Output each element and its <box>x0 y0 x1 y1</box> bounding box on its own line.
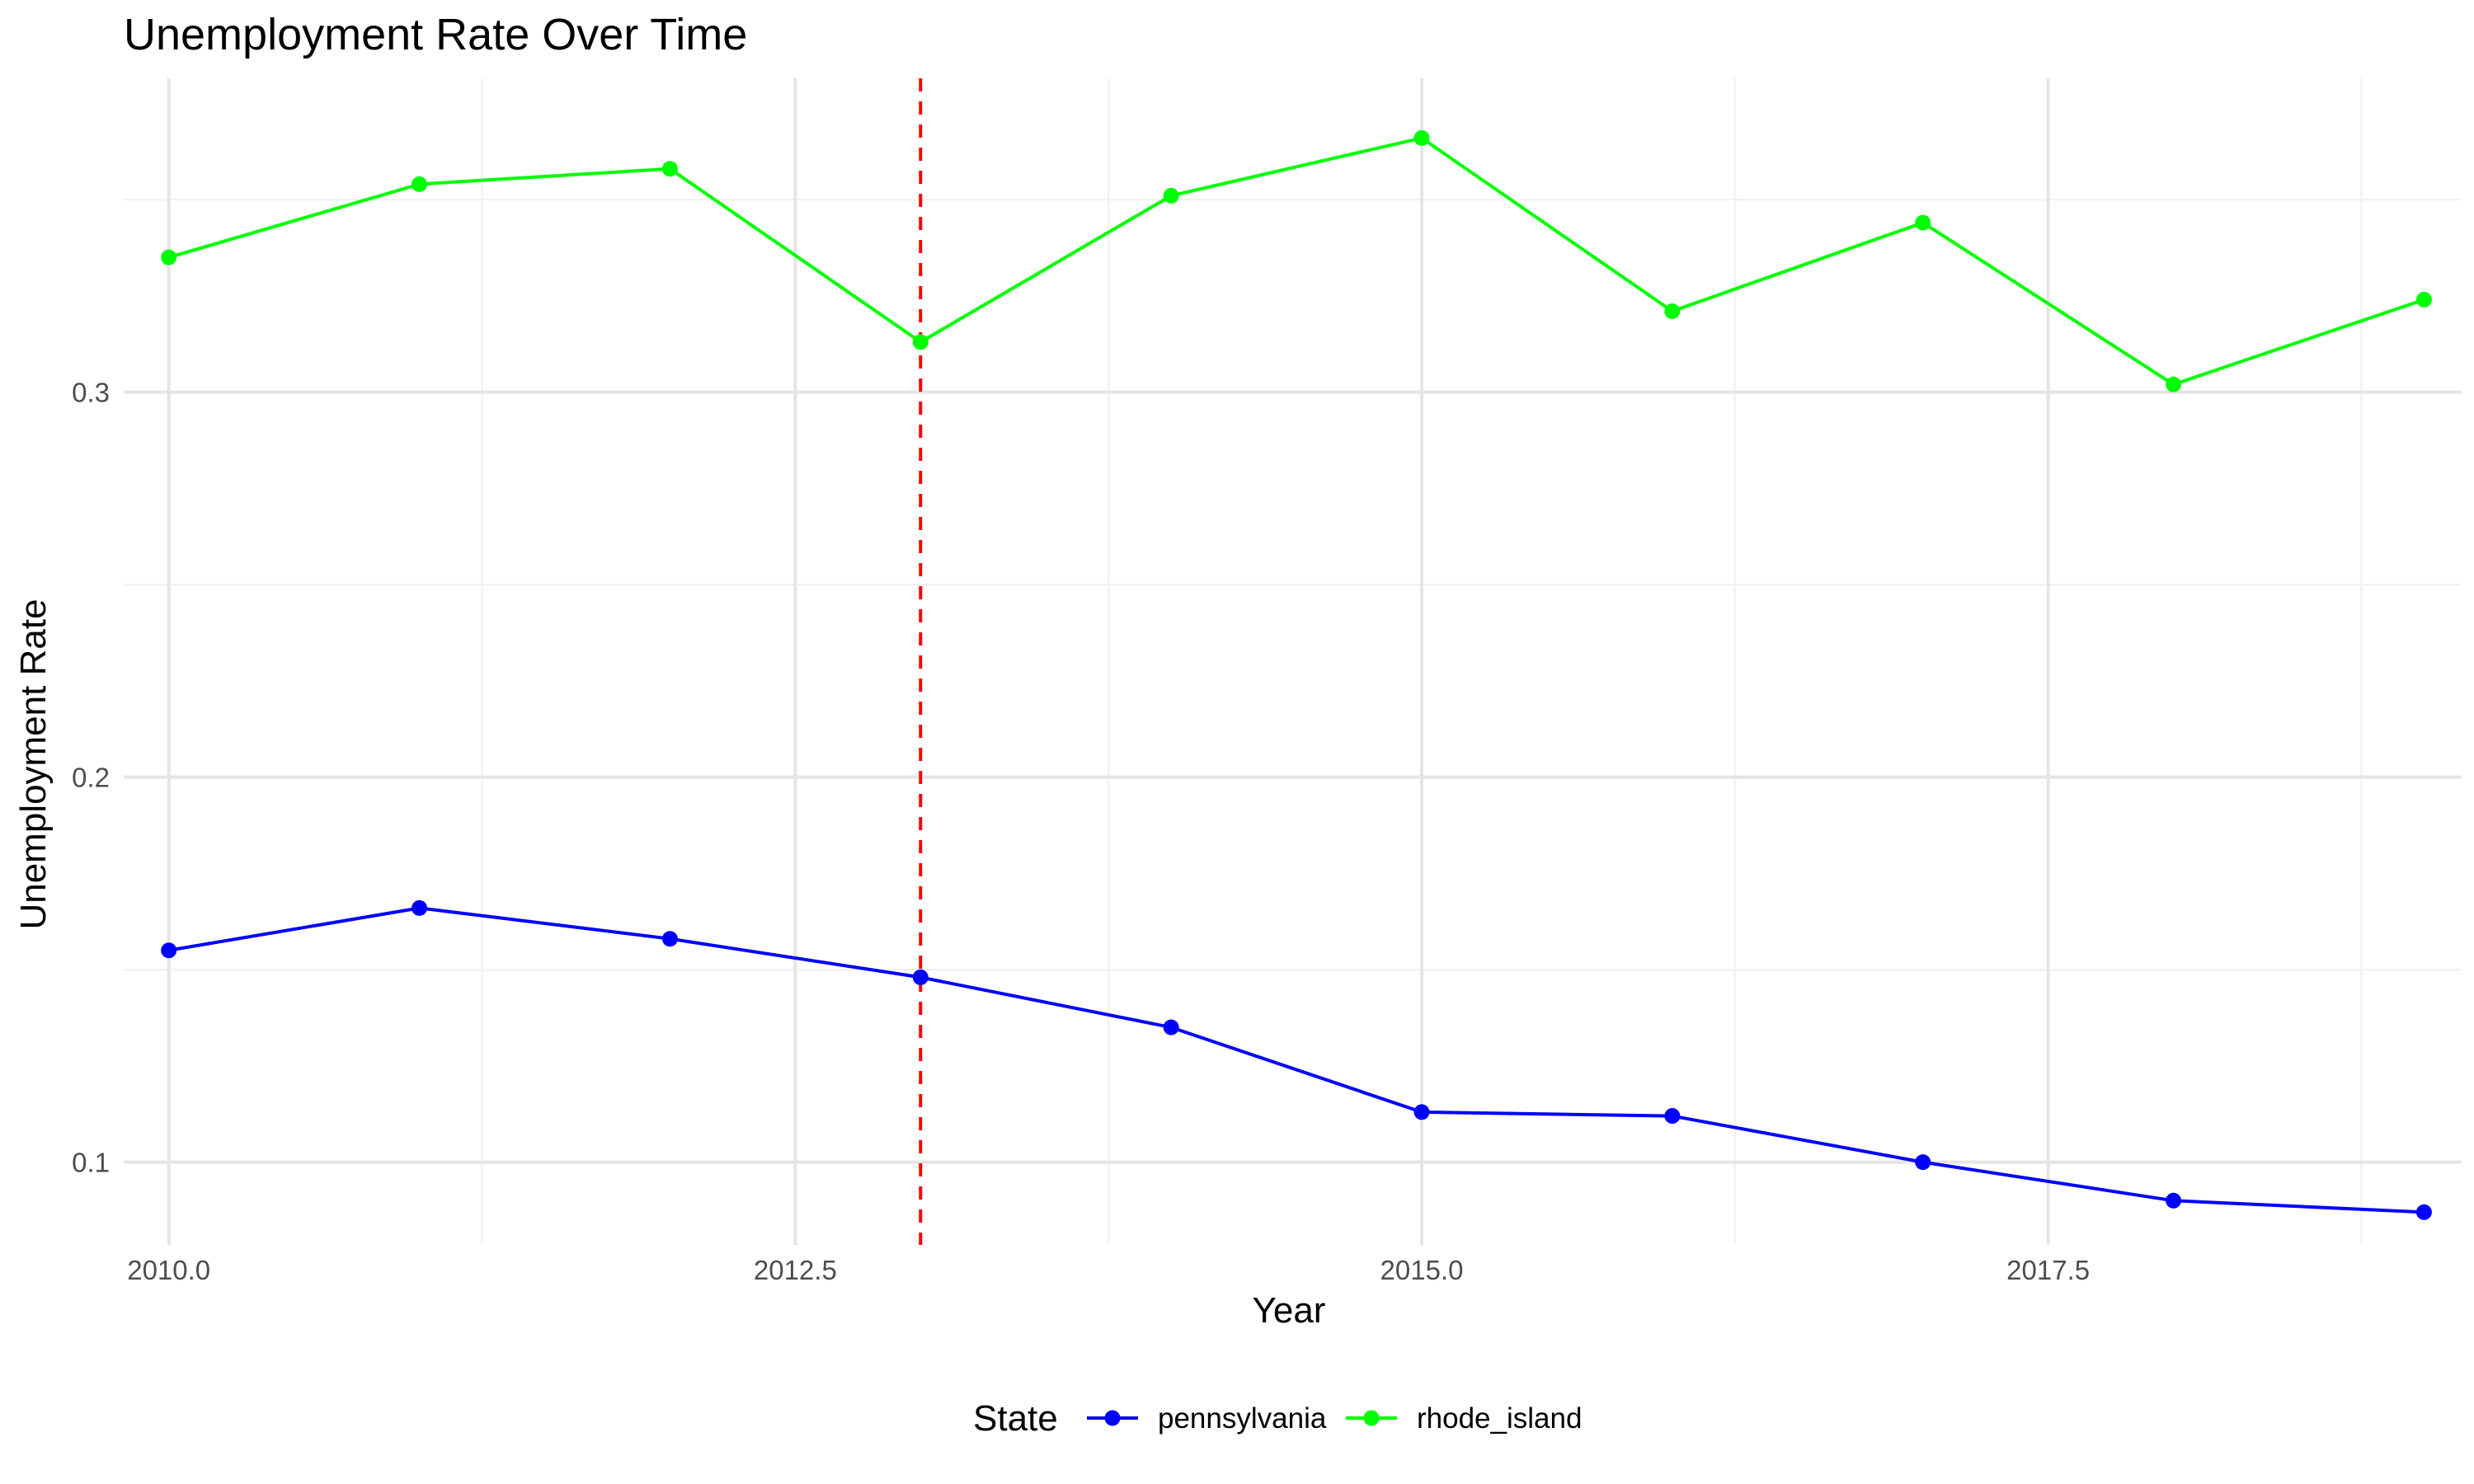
data-point-pennsylvania <box>1664 1108 1681 1125</box>
data-point-pennsylvania <box>1163 1019 1179 1036</box>
x-tick-label: 2015.0 <box>1380 1255 1464 1285</box>
x-axis: 2010.0 2012.5 2015.0 2017.5 <box>127 1255 2090 1285</box>
data-point-pennsylvania <box>2166 1192 2182 1209</box>
data-point-rhode_island <box>661 161 678 177</box>
legend-key-point <box>1363 1410 1380 1426</box>
y-tick-label: 0.1 <box>72 1148 110 1178</box>
data-point-pennsylvania <box>412 899 428 916</box>
legend-title: State <box>973 1398 1058 1439</box>
grid <box>124 78 2462 1245</box>
data-point-pennsylvania <box>1413 1104 1430 1120</box>
data-point-pennsylvania <box>161 942 177 959</box>
data-point-pennsylvania <box>661 931 678 947</box>
data-point-rhode_island <box>1413 129 1430 146</box>
series-layer <box>161 129 2432 1220</box>
x-tick-label: 2010.0 <box>127 1255 210 1285</box>
x-tick-label: 2017.5 <box>2006 1255 2090 1285</box>
data-point-rhode_island <box>1664 303 1681 320</box>
legend-key-point <box>1104 1410 1121 1426</box>
legend-label-pennsylvania: pennsylvania <box>1158 1402 1327 1435</box>
data-point-rhode_island <box>2166 376 2182 392</box>
y-axis: 0.1 0.2 0.3 <box>72 378 110 1178</box>
data-point-rhode_island <box>161 249 177 265</box>
data-point-rhode_island <box>412 176 428 192</box>
data-point-rhode_island <box>912 334 929 350</box>
legend: State pennsylvania rhode_island <box>973 1398 1582 1439</box>
chart-title: Unemployment Rate Over Time <box>124 10 747 59</box>
legend-label-rhode_island: rhode_island <box>1417 1402 1582 1435</box>
y-axis-title: Unemployment Rate <box>13 599 54 929</box>
y-tick-label: 0.3 <box>72 378 110 408</box>
data-point-pennsylvania <box>1915 1154 1931 1171</box>
data-point-pennsylvania <box>912 969 929 985</box>
x-tick-label: 2012.5 <box>754 1255 837 1285</box>
data-point-rhode_island <box>2415 292 2432 308</box>
data-point-rhode_island <box>1915 214 1931 231</box>
series-line-rhode_island <box>168 136 2425 387</box>
y-tick-label: 0.2 <box>72 763 110 793</box>
x-axis-title: Year <box>1253 1290 1326 1331</box>
series-line-pennsylvania <box>168 906 2425 1214</box>
data-point-rhode_island <box>1163 187 1179 204</box>
data-point-pennsylvania <box>2415 1204 2432 1220</box>
